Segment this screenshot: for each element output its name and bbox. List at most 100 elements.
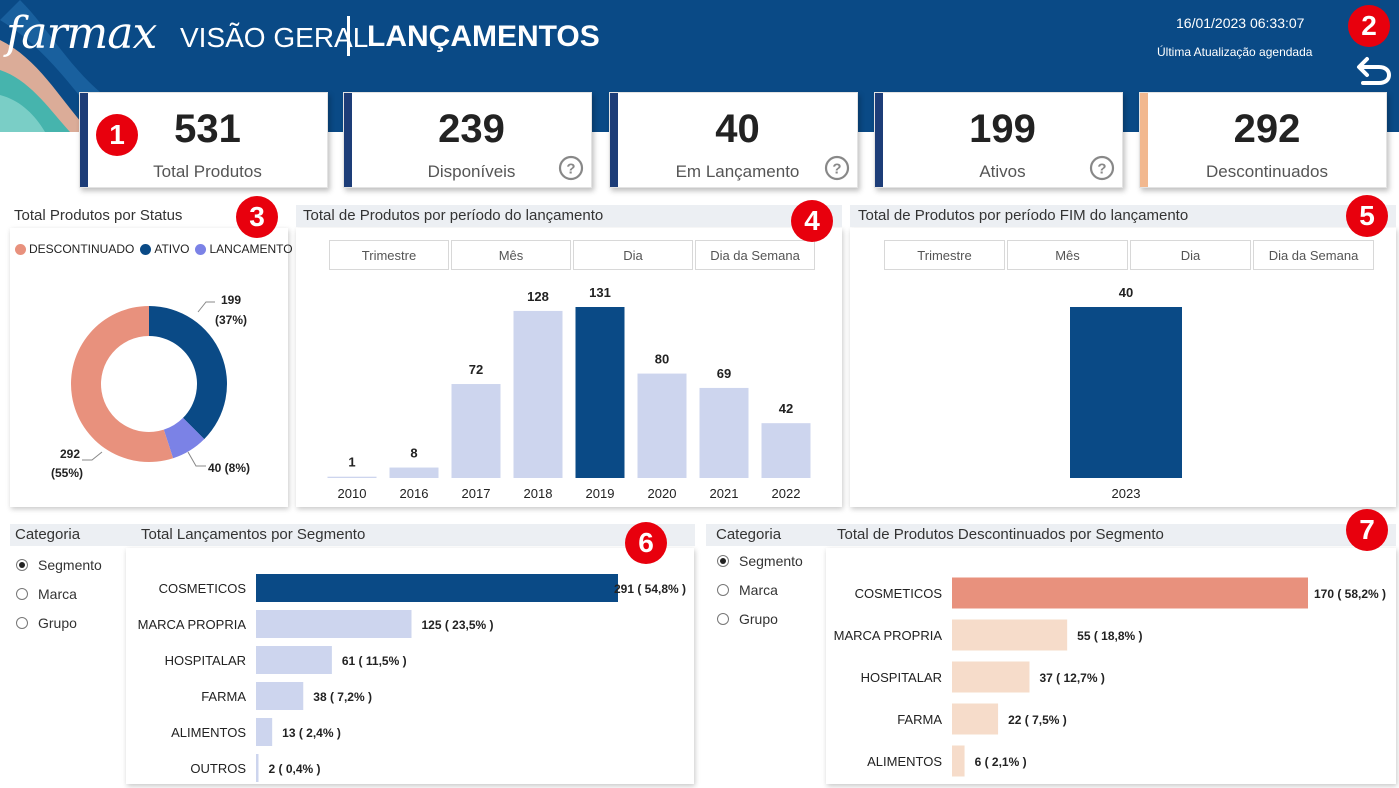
donut-percent-label: (55%) <box>51 466 83 480</box>
bar-2023 <box>1070 307 1182 478</box>
disc-segment-title-strip <box>706 524 1396 546</box>
kpi-accent-bar <box>80 93 88 187</box>
category-label: FARMA <box>201 689 246 704</box>
bar-2010 <box>327 476 377 478</box>
radio-checked-icon <box>16 558 28 571</box>
legend-item-descontinuado[interactable]: DESCONTINUADO <box>15 242 134 256</box>
legend-label: ATIVO <box>154 242 190 256</box>
radio-segmento[interactable]: Segmento <box>16 550 102 579</box>
launch-period-panel <box>296 228 842 507</box>
radio-empty-icon <box>717 612 729 625</box>
bar-2020 <box>637 373 687 478</box>
svg-text:?: ? <box>566 161 575 178</box>
launch-period-title: Total de Produtos por período do lançame… <box>303 207 604 224</box>
leader-line <box>197 301 215 313</box>
radio-empty-icon <box>717 583 729 596</box>
x-tick-label: 2017 <box>462 486 491 501</box>
annotation-badge-2: 2 <box>1348 5 1390 47</box>
kpi-label: Ativos <box>979 162 1026 181</box>
status-donut-chart: 199 (37%) 40 (8%) 292 (55%) <box>51 293 250 480</box>
disc-segment-title: Total de Produtos Descontinuados por Seg… <box>837 526 1164 543</box>
bar-hospitalar <box>256 646 332 674</box>
bar-value-label: 128 <box>527 289 549 304</box>
end-period-title-strip <box>850 205 1396 227</box>
svg-text:?: ? <box>1097 161 1106 178</box>
title-divider <box>347 16 350 56</box>
bar-value-label: 8 <box>410 446 417 461</box>
annotation-badge-4: 4 <box>791 200 833 242</box>
radio-label: Grupo <box>739 610 778 627</box>
bar-value-label: 72 <box>469 362 483 377</box>
page-section-title[interactable]: VISÃO GERAL <box>180 22 369 53</box>
radio-grupo[interactable]: Grupo <box>717 604 803 633</box>
bar-2018 <box>513 310 563 478</box>
launch-period-title-strip <box>296 205 842 227</box>
category-label: MARCA PROPRIA <box>138 617 247 632</box>
update-note: Última Atualização agendada <box>1157 45 1313 59</box>
bar-value-label: 61 ( 11,5% ) <box>342 654 407 668</box>
tab-dia-da-semana[interactable]: Dia da Semana <box>695 240 815 270</box>
legend-item-ativo[interactable]: ATIVO <box>140 242 189 256</box>
bar-value-label: 13 ( 2,4% ) <box>282 726 341 740</box>
filter-title: Categoria <box>716 526 782 543</box>
bar-2022 <box>761 423 811 478</box>
tab-dia-da-semana[interactable]: Dia da Semana <box>1253 240 1374 270</box>
bar-value-label: 2 ( 0,4% ) <box>268 762 320 776</box>
bar-value-label: 80 <box>655 352 669 367</box>
tab-mes[interactable]: Mês <box>1007 240 1128 270</box>
category-label: OUTROS <box>190 761 246 776</box>
bar-value-label: 42 <box>779 401 793 416</box>
kpi-descontinuados: 292 Descontinuados <box>1139 92 1387 188</box>
donut-value-label: 199 <box>221 293 241 307</box>
back-arrow-icon[interactable] <box>1355 55 1393 87</box>
category-label: COSMETICOS <box>159 581 247 596</box>
farmax-logo: farmax <box>6 8 157 59</box>
help-icon[interactable]: ? <box>1089 155 1115 181</box>
annotation-badge-3: 3 <box>236 196 278 238</box>
end-period-tabs: Trimestre Mês Dia Dia da Semana <box>884 240 1374 270</box>
donut-percent-label: (37%) <box>215 313 247 327</box>
kpi-accent-bar <box>344 93 352 187</box>
tab-trimestre[interactable]: Trimestre <box>884 240 1005 270</box>
x-tick-label: 2022 <box>772 486 801 501</box>
tab-dia[interactable]: Dia <box>1130 240 1251 270</box>
category-label: HOSPITALAR <box>165 653 246 668</box>
legend-dot-icon <box>140 243 152 255</box>
bar-value-label: 22 ( 7,5% ) <box>1008 713 1067 727</box>
annotation-badge-7: 7 <box>1346 509 1388 551</box>
radio-grupo[interactable]: Grupo <box>16 608 102 637</box>
launch-segment-bar-chart: COSMETICOS 291 ( 54,8% ) MARCA PROPRIA 125 … <box>138 574 686 782</box>
bar-2016 <box>389 467 439 478</box>
radio-label: Grupo <box>38 614 77 631</box>
radio-marca[interactable]: Marca <box>16 579 102 608</box>
status-chart-title: Total Produtos por Status <box>14 207 183 224</box>
category-label: ALIMENTOS <box>171 725 246 740</box>
tab-dia[interactable]: Dia <box>573 240 693 270</box>
radio-marca[interactable]: Marca <box>717 575 803 604</box>
launch-period-bar-chart: 1 2010 8 2016 72 2017 128 2018 131 2019 80 2020 69 20… <box>327 285 811 501</box>
filter-title: Categoria <box>15 526 81 543</box>
category-label: ALIMENTOS <box>867 754 942 769</box>
x-tick-label: 2021 <box>710 486 739 501</box>
bar-value-label: 6 ( 2,1% ) <box>975 755 1027 769</box>
legend-item-lancamento[interactable]: LANCAMENTO <box>195 242 293 256</box>
category-filter-left: Segmento Marca Grupo <box>16 550 102 637</box>
category-label: FARMA <box>897 712 942 727</box>
launch-period-tabs: Trimestre Mês Dia Dia da Semana <box>329 240 815 270</box>
tab-trimestre[interactable]: Trimestre <box>329 240 449 270</box>
donut-value-label: 292 <box>60 447 80 461</box>
category-filter-right: Segmento Marca Grupo <box>717 546 803 633</box>
radio-label: Marca <box>38 585 77 602</box>
annotation-badge-5: 5 <box>1346 195 1388 237</box>
help-icon[interactable]: ? <box>824 155 850 181</box>
radio-segmento[interactable]: Segmento <box>717 546 803 575</box>
bar-value-label: 170 ( 58,2% ) <box>1314 587 1386 601</box>
tab-mes[interactable]: Mês <box>451 240 571 270</box>
category-label: COSMETICOS <box>855 586 943 601</box>
radio-empty-icon <box>16 587 28 600</box>
help-icon[interactable]: ? <box>558 155 584 181</box>
bar-value-label: 69 <box>717 366 731 381</box>
bar-marca-propria <box>952 619 1068 651</box>
disc-segment-bar-chart: COSMETICOS 170 ( 58,2% ) MARCA PROPRIA 55 (… <box>834 577 1386 777</box>
launch-segment-title: Total Lançamentos por Segmento <box>141 526 366 543</box>
